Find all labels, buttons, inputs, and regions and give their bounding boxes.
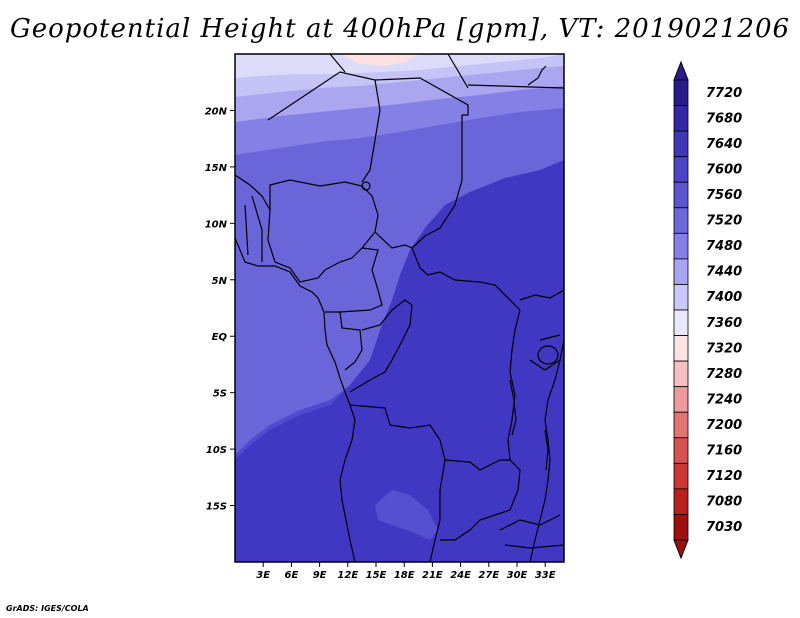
colorbar-swatch [673,232,689,260]
colorbar-swatch [673,309,689,336]
lat-tick-label: 15N [205,163,228,174]
coastline-east [529,339,564,562]
colorbar-swatch [673,79,689,106]
border-north-4 [329,54,346,73]
border-congo [339,299,413,393]
border-south-misc [499,514,564,549]
border-sudan-east [411,115,463,249]
lake-victoria [537,345,559,365]
coastline-southwest [339,404,356,562]
colorbar-label: 7480 [706,239,742,254]
colorbar-label: 7440 [706,265,742,280]
colorbar-label: 7280 [706,367,742,382]
colorbar-label: 7640 [706,137,742,152]
border-north-5 [447,54,469,89]
colorbar-swatch [673,156,689,183]
colorbar-swatch [673,386,689,413]
lake-chad [361,181,371,191]
colorbar-top-arrow [673,60,689,81]
colorbar: 7720 7680 7640 7600 7560 7520 7480 7440 7400 7360… [673,60,742,560]
colorbar-label: 7030 [706,520,742,535]
colorbar-label: 7600 [706,162,742,177]
lon-tick-label: 3E [256,570,270,581]
lat-tick-label: 20N [205,106,228,117]
lon-tick-label: 24E [450,570,471,581]
colorbar-swatch [673,360,689,388]
border-drc-south [349,404,510,471]
band-7560 [235,54,564,455]
border-angola [429,459,446,562]
colorbar-swatch [673,181,689,209]
colorbar-label: 7160 [706,444,742,459]
colorbar-label: 7520 [706,214,742,229]
border-north-2 [374,77,469,116]
colorbar-swatch [673,258,689,285]
border-north-3 [467,84,564,89]
band-7600-patch [375,490,438,540]
colorbar-bottom-arrow [673,539,689,560]
colorbar-label: 7120 [706,469,742,484]
coastline-west [235,237,351,406]
colorbar-swatch [673,437,689,464]
border-chad-car [374,231,521,311]
colorbar-swatch [673,284,689,311]
border-zambia [440,459,521,541]
band-7400 [235,54,564,78]
colorbar-swatch [673,411,689,439]
border-west-states [235,174,271,262]
lon-tick-label: 6E [285,570,299,581]
lat-tick-label: 10N [205,219,228,230]
band-7640-area [235,160,564,562]
lon-tick-label: 9E [313,570,327,581]
lon-tick-label: 33E [535,570,556,581]
colorbar-label: 7240 [706,392,742,407]
map-title: Geopotential Height at 400hPa [gpm], VT:… [9,14,791,44]
lake-malawi [544,429,549,471]
lon-tick-label: 30E [507,570,528,581]
map-frame [234,53,565,563]
lon-tick-label: 27E [478,570,499,581]
lon-tick-label: 18E [394,570,415,581]
border-nigeria [267,179,379,283]
colorbar-label: 7200 [706,418,742,433]
colorbar-swatch [673,207,689,234]
colorbar-label: 7320 [706,341,742,356]
colorbar-label: 7680 [706,111,742,126]
credit-text: GrADS: IGES/COLA [6,604,89,613]
lon-tick-label: 15E [366,570,387,581]
lon-tick-label: 21E [422,570,443,581]
border-north-1 [267,71,381,183]
colorbar-label: 7360 [706,316,742,331]
lat-tick-label: 15S [206,502,227,513]
ne-coast [527,65,547,86]
border-drc-east [507,309,521,461]
colorbar-label: 7720 [706,86,742,101]
lon-tick-label: 12E [337,570,358,581]
latitude-axis: 20N 15N 10N 5N EQ 5S 10S 15S [205,106,235,513]
lat-tick-label: 5S [213,389,227,400]
colorbar-label: 7080 [706,495,742,510]
band-7360 [340,54,420,66]
colorbar-swatch [673,105,689,132]
border-east-misc [519,289,564,371]
colorbar-swatch [673,488,689,515]
border-cameroon [325,247,383,313]
colorbar-swatch [673,335,689,362]
colorbar-swatch [673,130,689,158]
boundaries [235,54,564,562]
lat-tick-label: 5N [212,276,228,287]
colorbar-label: 7400 [706,290,742,305]
lat-tick-label: EQ [212,332,228,343]
colorbar-swatch [673,514,689,541]
colorbar-label: 7560 [706,188,742,203]
lat-tick-label: 10S [206,445,227,456]
contour-fill [235,54,564,562]
colorbar-swatch [673,462,689,490]
lake-tanganyika [509,379,517,436]
longitude-axis: 3E 6E 9E 12E 15E 18E 21E 24E 27E 30E 33E [256,562,556,581]
